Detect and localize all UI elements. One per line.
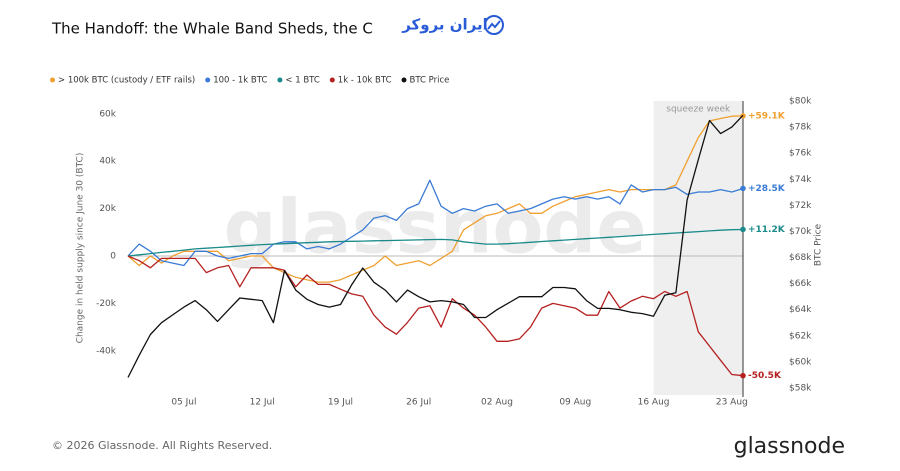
end-point (740, 372, 746, 379)
y-tick-label: 60k (99, 109, 116, 119)
x-tick-label: 05 Jul (171, 398, 196, 408)
y-axis-title: Change in held supply since June 30 (BTC… (76, 153, 86, 344)
brand-icon (484, 15, 504, 35)
series-line (127, 115, 744, 283)
end-label: +59.1K (748, 111, 786, 121)
end-label: -50.5K (748, 371, 782, 381)
highlight-region (653, 101, 743, 395)
legend-marker (50, 77, 55, 83)
y2-tick-label: $74k (789, 175, 812, 185)
series-line (127, 179, 744, 267)
y-tick-label: -20k (96, 299, 117, 309)
y2-axis-title: BTC Price (814, 223, 824, 266)
series-line (127, 114, 744, 378)
y2-tick-label: $68k (789, 253, 812, 263)
x-tick-label: 09 Aug (559, 398, 591, 408)
legend-label: 1k - 10k BTC (338, 76, 392, 86)
x-tick-label: 26 Jul (406, 398, 431, 408)
x-tick-label: 16 Aug (638, 398, 670, 408)
legend-marker (401, 77, 407, 83)
legend-label: BTC Price (410, 76, 450, 86)
x-tick-label: 23 Aug (716, 398, 748, 408)
highlight-label: squeeze week (666, 105, 731, 115)
legend: > 100k BTC (custody / ETF rails) 100 - 1k… (50, 76, 449, 86)
legend-marker (329, 77, 335, 83)
y2-tick-label: $60k (789, 357, 812, 367)
legend-label: 100 - 1k BTC (213, 76, 267, 86)
footer-logo: glassnode (734, 434, 845, 459)
series-line (127, 255, 744, 377)
series-line (127, 228, 744, 257)
end-point (740, 226, 746, 233)
x-tick-label: 12 Jul (250, 398, 275, 408)
x-tick-label: 02 Aug (481, 398, 513, 408)
chart-title: The Handoff: the Whale Band Sheds, the C… (51, 20, 382, 38)
y-tick-label: 0 (110, 251, 116, 261)
y2-tick-label: $62k (789, 331, 812, 341)
y-tick-label: 20k (99, 204, 116, 214)
end-point (740, 185, 746, 192)
y2-tick-label: $58k (789, 383, 812, 393)
legend-marker (277, 77, 283, 83)
y2-tick-label: $66k (789, 279, 812, 289)
y-tick-label: 40k (99, 157, 116, 167)
legend-label: < 1 BTC (285, 76, 319, 86)
y-tick-label: -40k (96, 346, 117, 356)
copyright: © 2026 Glassnode. All Rights Reserved. (52, 439, 272, 452)
y2-tick-label: $76k (789, 149, 812, 159)
x-tick-label: 19 Jul (328, 398, 353, 408)
y2-tick-label: $78k (789, 123, 812, 133)
brand-icon-ring (484, 15, 504, 35)
brand-logo: ایران بروکر (401, 16, 488, 34)
brand-icon-arrow (487, 20, 501, 30)
y2-tick-label: $80k (789, 97, 812, 107)
y2-tick-label: $70k (789, 227, 812, 237)
y2-tick-label: $64k (789, 305, 812, 315)
end-label: +28.5K (748, 184, 786, 194)
end-label: +11.2K (748, 225, 786, 235)
y2-tick-label: $72k (789, 201, 812, 211)
legend-label: > 100k BTC (custody / ETF rails) (58, 76, 195, 86)
legend-marker (205, 77, 211, 83)
